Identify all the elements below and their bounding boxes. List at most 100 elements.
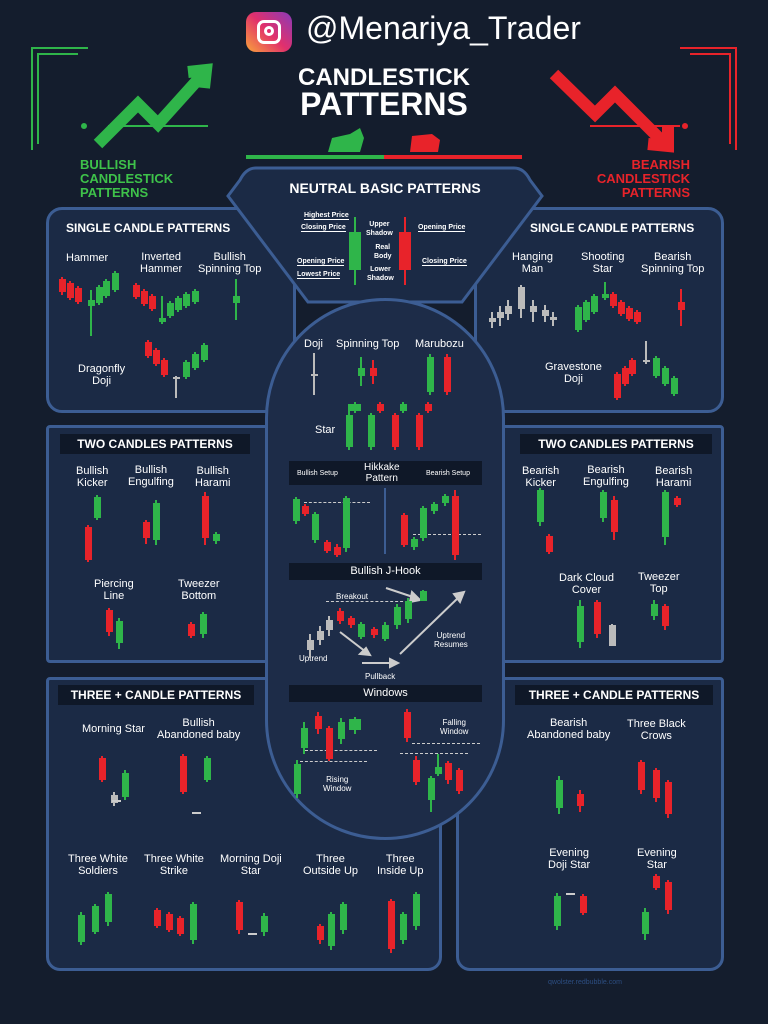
label-highest-price: Highest Price	[304, 212, 349, 220]
label-star: Star	[315, 424, 336, 436]
candle-body	[98, 758, 106, 780]
bull-single-title: SINGLE CANDLE PATTERNS	[66, 221, 231, 235]
candle-body	[393, 607, 401, 625]
candle-body	[357, 368, 365, 376]
candle-body	[536, 490, 544, 522]
candle-body	[628, 360, 636, 374]
candle-body	[316, 631, 324, 640]
candle-body	[142, 522, 150, 538]
candle-body	[66, 283, 74, 298]
candle-body	[323, 542, 331, 551]
label-bearish-abandoned-baby: Bearish Abandoned baby	[527, 717, 611, 741]
candle-body	[349, 404, 361, 411]
jhook-arrows	[339, 587, 466, 669]
doji-cross	[192, 812, 201, 814]
candle-wick	[161, 296, 163, 324]
bear-three-title: THREE + CANDLE PATTERNS	[515, 685, 713, 705]
candle-body	[144, 342, 152, 356]
candle-body	[661, 606, 669, 626]
candle-body	[189, 904, 197, 940]
label-tweezer-top: Tweezer Top	[638, 571, 680, 595]
candle-body	[455, 770, 463, 791]
hikkake-bar	[289, 461, 482, 485]
candle-body	[93, 497, 101, 518]
candle-body	[633, 312, 641, 322]
label-windows: Windows	[289, 685, 482, 702]
candle-body	[337, 722, 345, 739]
label-real-body: Real Body	[374, 244, 392, 260]
label-three-black-crows: Three Black Crows	[627, 718, 686, 742]
candle-body	[336, 611, 344, 621]
candle-body	[172, 377, 180, 379]
candle-body	[621, 368, 629, 384]
candle-body	[426, 357, 434, 392]
candle-body	[148, 296, 156, 309]
candle-body	[601, 294, 609, 298]
label-upper-shadow: Upper Shadow	[366, 221, 393, 237]
candle-body	[260, 916, 268, 932]
neutral-title: NEUTRAL BASIC PATTERNS	[289, 180, 481, 196]
candle-body	[399, 404, 407, 411]
label-closing-price-right: Closing Price	[422, 258, 467, 266]
title-line1: CANDLESTICK	[298, 64, 470, 91]
candle-body	[152, 503, 160, 540]
bearish-label: BEARISH CANDLESTICK PATTERNS	[596, 157, 690, 200]
candle-body	[292, 499, 300, 521]
label-three-white-soldiers: Three White Soldiers	[68, 853, 128, 877]
candle-body	[625, 308, 633, 319]
candle-wick	[175, 376, 177, 398]
candle-body	[102, 281, 110, 296]
label-uptrend: Uptrend	[299, 654, 328, 663]
label-bullish-jhook: Bullish J-Hook	[289, 563, 482, 580]
candle-body	[399, 232, 411, 270]
candle-body	[673, 498, 681, 505]
hikkake-line	[413, 534, 481, 535]
candle-body	[357, 624, 365, 637]
candle-body	[152, 350, 160, 364]
corner-ornament-right	[549, 47, 737, 153]
candle-body	[553, 896, 561, 926]
hikkake-divider	[384, 488, 386, 554]
candle-body	[434, 767, 442, 774]
label-bearish-setup: Bearish Setup	[426, 470, 470, 477]
label-piercing-line: Piercing Line	[94, 578, 134, 602]
bear-two-title: TWO CANDLES PATTERNS	[520, 434, 712, 454]
candle-body	[339, 904, 347, 930]
label-evening-doji-star: Evening Doji Star	[548, 847, 591, 871]
candle-body	[410, 539, 418, 547]
candle-body	[451, 496, 459, 555]
label-tweezer-bottom: Tweezer Bottom	[178, 578, 220, 602]
candle-body	[310, 374, 318, 376]
candle-body	[664, 782, 672, 814]
candle-body	[369, 368, 377, 376]
candle-body	[153, 910, 161, 926]
label-bullish-harami: Bullish Harami	[195, 465, 231, 489]
label-opening-price-right: Opening Price	[418, 224, 466, 232]
candle-body	[111, 273, 119, 290]
label-pullback: Pullback	[365, 672, 396, 681]
label-dark-cloud-cover: Dark Cloud Cover	[559, 572, 615, 596]
candle-body	[576, 794, 584, 806]
label-rising-window: Rising Window	[323, 775, 352, 793]
candle-body	[306, 640, 314, 650]
label-evening-star: Evening Star	[637, 847, 677, 871]
window-line	[305, 750, 377, 751]
candle-body	[345, 415, 353, 447]
candle-body	[74, 288, 82, 302]
candle-body	[496, 312, 504, 318]
candle-wick	[90, 290, 92, 336]
hikkake-line	[304, 502, 370, 503]
candle-body	[419, 591, 427, 601]
candle-body	[652, 876, 660, 888]
candle-body	[661, 368, 669, 384]
candle-body	[176, 918, 184, 934]
candle-body	[613, 374, 621, 398]
candle-body	[664, 882, 672, 910]
window-line	[412, 743, 480, 744]
candle-body	[582, 302, 590, 320]
label-marubozu: Marubozu	[415, 338, 464, 350]
bear-single-title: SINGLE CANDLE PATTERNS	[530, 221, 695, 235]
candle-body	[670, 378, 678, 394]
candle-body	[325, 620, 333, 630]
candle-body	[191, 354, 199, 368]
